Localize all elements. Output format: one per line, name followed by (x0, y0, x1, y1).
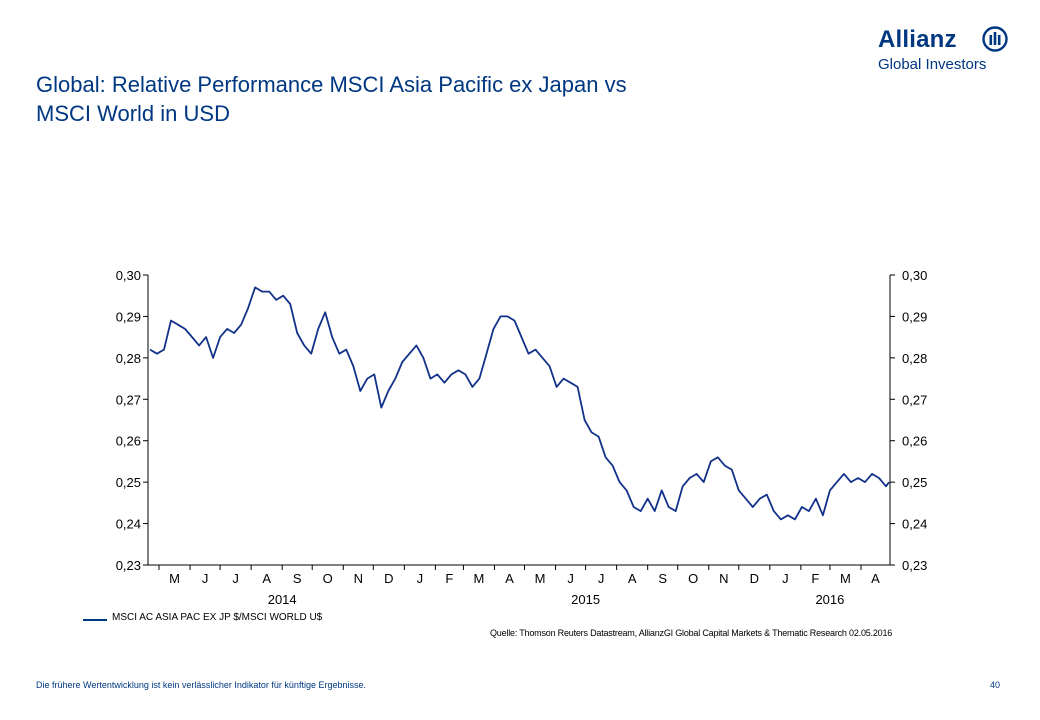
x-tick-label-month: D (384, 571, 393, 586)
x-tick-label-month: F (811, 571, 819, 586)
y-axis-left: 0,30 0,29 0,28 0,27 0,26 0,25 0,24 0,23 (116, 268, 148, 573)
x-tick-label-month: D (750, 571, 759, 586)
x-tick-label-month: J (567, 571, 574, 586)
x-tick-label-month: M (474, 571, 485, 586)
source-note: Quelle: Thomson Reuters Datastream, Alli… (490, 628, 893, 638)
x-tick-label-month: O (688, 571, 698, 586)
legend-label: MSCI AC ASIA PAC EX JP $/MSCI WORLD U$ (112, 612, 323, 623)
page-number: 40 (990, 680, 1001, 690)
y-tick-label-right: 0,24 (902, 517, 927, 532)
series-line (149, 286, 890, 521)
y-tick-label-left: 0,23 (116, 558, 141, 573)
x-tick-label-month: S (658, 571, 667, 586)
logo-wordmark: Allianz (878, 26, 957, 53)
x-tick-label-month: J (202, 571, 209, 586)
x-tick-label-month: J (232, 571, 239, 586)
x-tick-label-month: A (871, 571, 880, 586)
x-tick-label-month: S (293, 571, 302, 586)
y-tick-label-left: 0,24 (116, 517, 141, 532)
y-tick-label-right: 0,27 (902, 392, 927, 407)
title-line-1: Global: Relative Performance MSCI Asia P… (36, 72, 627, 97)
x-tick-label-month: M (169, 571, 180, 586)
y-tick-label-left: 0,29 (116, 309, 141, 324)
series-layer (149, 286, 890, 521)
x-tick-label-month: N (719, 571, 728, 586)
disclaimer-text: Die frühere Wertentwicklung ist kein ver… (36, 680, 366, 690)
x-tick-label-month: N (354, 571, 363, 586)
logo-subtitle: Global Investors (878, 56, 987, 73)
y-axis-right: 0,30 0,29 0,28 0,27 0,26 0,25 0,24 0,23 (890, 268, 927, 573)
allianz-logo: Allianz Global Investors (878, 24, 1008, 76)
y-tick-label-right: 0,26 (902, 434, 927, 449)
x-tick-label-year: 2016 (815, 592, 844, 607)
x-tick-label-month: M (535, 571, 546, 586)
y-tick-label-right: 0,23 (902, 558, 927, 573)
y-tick-label-right: 0,25 (902, 475, 927, 490)
y-tick-label-right: 0,28 (902, 351, 927, 366)
chart-axes (147, 275, 891, 566)
title-line-2: MSCI World in USD (36, 101, 230, 126)
y-tick-label-right: 0,30 (902, 268, 927, 283)
x-tick-label-year: 2014 (268, 592, 297, 607)
x-tick-label-month: J (598, 571, 605, 586)
x-tick-label-month: A (505, 571, 514, 586)
x-axis: M J J A S O N D J F M A M J J A S O N D J F M A 2014 2015 2016 (158, 565, 880, 607)
x-tick-label-month: A (262, 571, 271, 586)
x-tick-label-month: J (782, 571, 789, 586)
x-tick-label-year: 2015 (571, 592, 600, 607)
x-tick-label-month: F (445, 571, 453, 586)
legend-swatch (83, 619, 107, 621)
x-tick-label-month: M (840, 571, 851, 586)
y-tick-label-left: 0,28 (116, 351, 141, 366)
y-tick-label-left: 0,27 (116, 392, 141, 407)
x-tick-label-month: O (323, 571, 333, 586)
y-tick-label-right: 0,29 (902, 309, 927, 324)
x-tick-label-month: A (628, 571, 637, 586)
y-tick-label-left: 0,26 (116, 434, 141, 449)
page-title: Global: Relative Performance MSCI Asia P… (36, 70, 796, 128)
x-tick-label-month: J (417, 571, 424, 586)
y-tick-label-left: 0,25 (116, 475, 141, 490)
allianz-eagle-icon (982, 26, 1008, 52)
y-tick-label-left: 0,30 (116, 268, 141, 283)
